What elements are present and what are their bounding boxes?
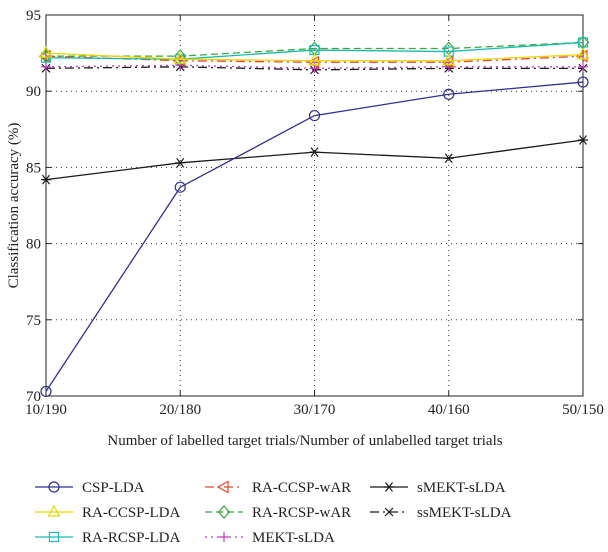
legend-item: RA-RCSP-LDA xyxy=(35,530,181,546)
y-tick-label: 95 xyxy=(26,8,41,24)
data-point xyxy=(41,174,51,185)
data-point xyxy=(175,157,186,168)
legend-marker xyxy=(48,481,60,493)
series-line xyxy=(46,41,584,57)
series-line xyxy=(45,81,584,392)
x-tick-label: 40/160 xyxy=(428,402,470,418)
legend-label: ssMEKT-sLDA xyxy=(417,505,512,521)
y-tick-label: 90 xyxy=(26,84,41,100)
legend-item: MEKT-sLDA xyxy=(205,530,335,546)
legend-item: ssMEKT-sLDA xyxy=(370,505,512,521)
legend-item: CSP-LDA xyxy=(35,480,145,496)
legend-item: RA-CCSP-wAR xyxy=(205,480,351,496)
data-point xyxy=(173,51,187,64)
legend-item: RA-RCSP-wAR xyxy=(205,505,351,521)
y-axis-title: Classification accuracy (%) xyxy=(6,123,22,289)
legend: CSP-LDA RA-CCSP-LDA RA-RCSP-LDA RA-CCSP-wAR… xyxy=(35,480,512,546)
data-point xyxy=(309,147,320,158)
data-point xyxy=(578,135,588,145)
series-csp-lda xyxy=(40,76,589,398)
legend-marker xyxy=(48,531,60,543)
data-point xyxy=(443,153,454,164)
legend-marker xyxy=(47,504,61,517)
series-smekt-slda xyxy=(41,135,588,185)
legend-label: RA-CCSP-wAR xyxy=(252,480,351,496)
data-point xyxy=(576,47,590,60)
legend-marker xyxy=(384,482,394,492)
series-line xyxy=(45,41,584,60)
data-point xyxy=(39,45,53,58)
legend-marker xyxy=(217,505,231,519)
y-tick-label: 80 xyxy=(26,237,41,253)
legend-label: RA-RCSP-LDA xyxy=(82,530,181,546)
data-point xyxy=(578,61,588,72)
data-point xyxy=(442,53,456,66)
legend-label: sMEKT-sLDA xyxy=(417,480,506,496)
legend-item: RA-CCSP-LDA xyxy=(35,504,181,521)
series-ra-ccsp-lda xyxy=(39,45,590,66)
legend-marker xyxy=(216,480,229,494)
x-axis-title: Number of labelled target trials/Number … xyxy=(107,433,502,449)
data-point xyxy=(577,37,589,48)
legend-label: RA-CCSP-LDA xyxy=(82,505,181,521)
legend-marker xyxy=(219,532,229,542)
x-tick-label: 30/170 xyxy=(294,402,336,418)
x-tick-label: 10/190 xyxy=(25,402,67,418)
data-point xyxy=(40,385,52,398)
series-group xyxy=(38,35,590,398)
x-tick-label: 50/150 xyxy=(562,402,604,418)
data-point xyxy=(443,46,454,57)
data-point xyxy=(307,53,322,66)
y-tick-label: 70 xyxy=(26,389,41,405)
legend-label: MEKT-sLDA xyxy=(252,530,335,546)
legend-label: RA-RCSP-wAR xyxy=(252,505,351,521)
legend-item: sMEKT-sLDA xyxy=(370,480,506,496)
y-tick-label: 75 xyxy=(26,313,41,329)
data-point xyxy=(443,88,455,100)
data-point xyxy=(41,61,51,72)
legend-marker xyxy=(384,507,394,517)
legend-label: CSP-LDA xyxy=(82,480,145,496)
x-tick-label: 20/180 xyxy=(159,402,201,418)
series-line xyxy=(45,52,584,62)
data-point xyxy=(174,181,186,193)
axis-ticks: 70 75 80 85 90 95 10/190 20/180 30/170 40/160 50/1… xyxy=(25,8,604,418)
y-tick-label: 85 xyxy=(26,160,41,176)
gridlines xyxy=(46,15,583,396)
data-point xyxy=(308,109,321,122)
data-point xyxy=(577,76,589,88)
